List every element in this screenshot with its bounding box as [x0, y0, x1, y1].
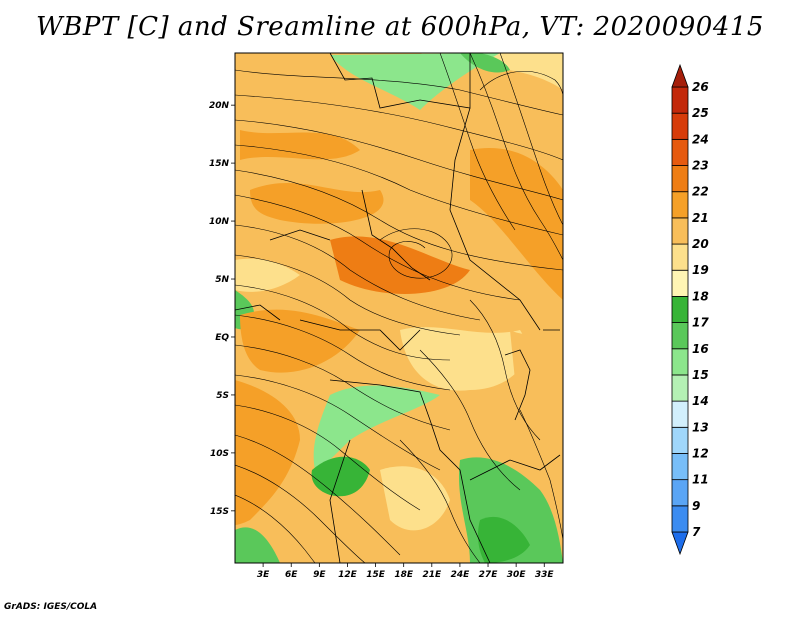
colorbar-label: 11 — [692, 473, 709, 487]
colorbar-bin — [671, 217, 689, 245]
colorbar-bin — [671, 191, 689, 219]
colorbar-bin — [671, 243, 689, 271]
shading-north — [235, 53, 563, 160]
shading-equator-band — [240, 309, 360, 373]
colorbar-label: 16 — [692, 342, 709, 356]
shading-east-band — [470, 148, 563, 300]
colorbar-bin — [671, 296, 689, 323]
border-zimbabwe — [469, 519, 491, 563]
border-chad-sudan — [361, 189, 431, 281]
colorbar-label: 26 — [692, 80, 709, 94]
map-frame — [234, 52, 564, 564]
border-cameroon — [269, 229, 331, 241]
colorbar-label: 22 — [692, 185, 709, 199]
shading-congo-green — [313, 385, 440, 470]
shading-sahara-green — [330, 53, 500, 110]
lon-tick-label: 3E — [257, 570, 270, 580]
lon-tick-label: 33E — [535, 570, 555, 580]
lon-tick-label: 24E — [451, 570, 471, 580]
colorbar-bin — [671, 374, 689, 402]
lon-tick-label: 27E — [479, 570, 499, 580]
colorbar-label: 13 — [692, 420, 709, 434]
colorbar-label: 12 — [692, 446, 709, 460]
shading-band-2 — [250, 182, 384, 224]
colorbar-bin — [671, 165, 689, 193]
colorbar-label: 20 — [692, 237, 709, 251]
shading-east-lakes — [510, 320, 563, 430]
colorbar-bin — [671, 453, 689, 481]
lon-tick-label: 15E — [366, 570, 386, 580]
lat-tick-label: 20N — [209, 101, 230, 111]
shading-southeast-darkgreen — [477, 516, 530, 563]
shading-southwest-orange — [235, 380, 300, 525]
colorbar-label: 14 — [692, 394, 709, 408]
shading-east-light — [400, 327, 527, 391]
colorbar-bin — [671, 400, 689, 428]
colorbar-bin — [671, 86, 689, 114]
lon-tick-label: 21E — [422, 570, 442, 580]
colorbar-bin — [671, 138, 689, 166]
colorbar-bin — [671, 531, 689, 556]
colorbar-label: 7 — [692, 525, 701, 539]
lon-tick-label: 9E — [313, 570, 326, 580]
lon-tick-label: 6E — [285, 570, 298, 580]
lat-tick-label: EQ — [215, 333, 229, 343]
shading-south-light — [380, 466, 450, 531]
colorbar-label: 18 — [692, 289, 709, 303]
colorbar-bin — [671, 269, 689, 297]
colorbar-bin — [671, 479, 689, 507]
colorbar-bin — [671, 426, 689, 454]
colorbar-bin — [671, 348, 689, 376]
longitude-axis: 3E 6E 9E 12E 15E 18E 21E 24E 27E 30E 33E — [257, 563, 555, 580]
colorbar-bin — [671, 112, 689, 140]
colorbar: 7 9 11 12 13 14 15 16 17 18 19 20 21 22 23 24 25 26 — [671, 63, 709, 556]
lon-tick-label: 18E — [394, 570, 414, 580]
temperature-shading — [235, 53, 563, 563]
country-borders — [235, 53, 561, 563]
colorbar-label: 21 — [692, 211, 709, 225]
border-drc-south — [329, 379, 471, 521]
lon-tick-label: 30E — [507, 570, 527, 580]
colorbar-bin — [671, 322, 689, 350]
colorbar-label: 15 — [692, 368, 709, 382]
lat-tick-label: 10N — [209, 217, 230, 227]
chart-title: WBPT [C] and Sreamline at 600hPa, VT: 20… — [36, 12, 764, 42]
lat-tick-label: 15N — [209, 159, 230, 169]
lat-tick-label: 5S — [216, 391, 229, 401]
colorbar-label: 19 — [692, 263, 709, 277]
border-angola-namibia — [329, 439, 351, 563]
lat-tick-label: 15S — [210, 507, 229, 517]
colorbar-label: 25 — [692, 106, 709, 120]
shading-west-light — [235, 258, 300, 292]
border-zambia-mozambique — [469, 454, 561, 481]
colorbar-label: 17 — [692, 316, 709, 330]
lat-tick-label: 5N — [215, 275, 229, 285]
colorbar-bin — [671, 63, 689, 88]
colorbar-label: 24 — [692, 132, 709, 146]
colorbar-bin — [671, 505, 689, 533]
streamlines — [235, 53, 563, 563]
shading-band-1 — [240, 130, 360, 160]
latitude-axis: 20N 15N 10N 5N EQ 5S 10S 15S — [209, 101, 235, 517]
grads-credit: GrADS: IGES/COLA — [4, 602, 98, 612]
colorbar-label: 9 — [692, 499, 700, 513]
border-car-congo — [299, 319, 421, 351]
shading-sw-corner-green — [235, 527, 280, 563]
border-gabon — [235, 304, 281, 321]
border-sudan — [449, 107, 541, 331]
colorbar-label: 23 — [692, 159, 709, 173]
lat-tick-label: 10S — [210, 449, 229, 459]
border-lake-victoria — [504, 349, 531, 421]
shading-angola-green — [311, 456, 370, 497]
lon-tick-label: 12E — [338, 570, 358, 580]
